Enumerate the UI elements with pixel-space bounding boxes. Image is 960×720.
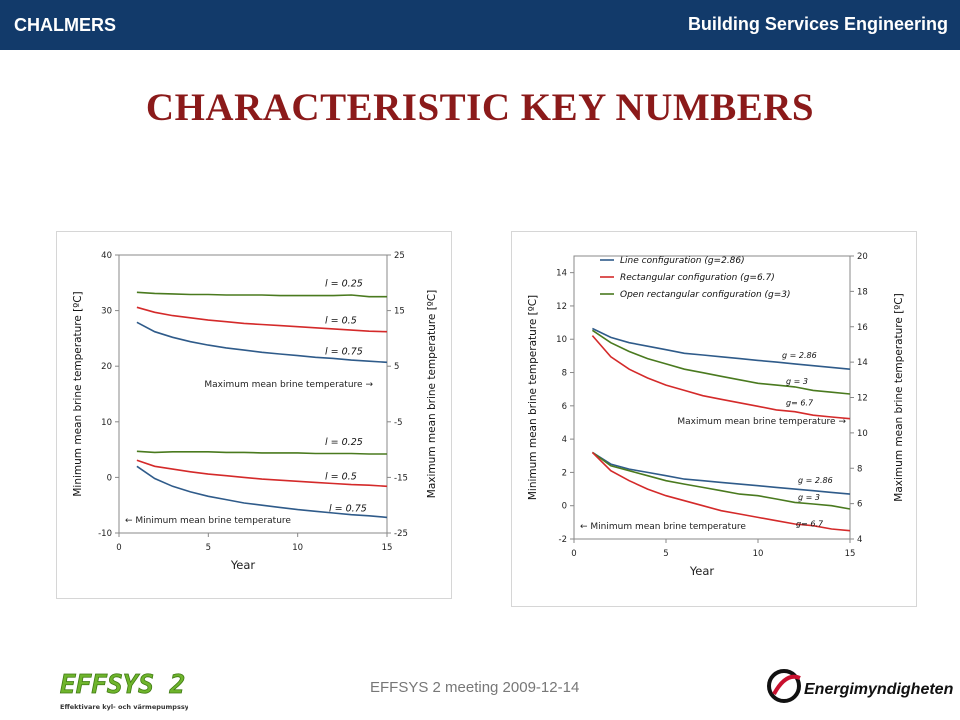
y-left-axis-label: Minimum mean brine temperature [ºC] bbox=[72, 291, 84, 496]
chart-configurations: -2 0 2 4 6 8 10 12 14 4 6 8 10 12 14 16 18 20 0 5 10 15 Year Mi… bbox=[511, 231, 917, 607]
x-tick-label: 10 bbox=[753, 549, 764, 559]
y-left-tick-label: 0 bbox=[107, 473, 112, 483]
plot-area bbox=[118, 254, 388, 534]
series-label: g = 3 bbox=[798, 493, 820, 502]
effsys-logo-subtitle: Effektivare kyl- och värmepumpssystem bbox=[60, 703, 188, 711]
x-tick-label: 5 bbox=[206, 543, 211, 553]
series-label: l = 0.25 bbox=[325, 437, 363, 448]
y-left-tick-label: 30 bbox=[101, 307, 112, 317]
series-label: l = 0.5 bbox=[325, 471, 357, 482]
y-right-tick-label: 5 bbox=[394, 362, 399, 372]
legend-entry: Open rectangular configuration (g=3) bbox=[620, 290, 791, 300]
series-label: g= 6.7 bbox=[796, 520, 824, 529]
y-right-tick-label: -15 bbox=[394, 473, 408, 483]
chart-1-svg: -10 0 10 20 30 40 -25 -15 -5 5 15 25 0 5 10 15 Year Minim… bbox=[72, 251, 438, 572]
series-line bbox=[136, 465, 388, 519]
y-left-tick-label: 10 bbox=[556, 335, 567, 345]
y-right-tick-label: 8 bbox=[857, 464, 862, 474]
x-tick-label: 10 bbox=[292, 543, 303, 553]
y-left-tick-label: 10 bbox=[101, 418, 112, 428]
effsys-logo: EFFSYS 2 Effektivare kyl- och värmepumps… bbox=[58, 665, 208, 715]
header-bar: CHALMERS Building Services Engineering bbox=[0, 0, 960, 50]
series-label: l = 0.75 bbox=[325, 346, 363, 357]
series-line bbox=[591, 451, 851, 532]
y-left-tick-label: 4 bbox=[562, 435, 567, 445]
x-axis-label: Year bbox=[689, 564, 715, 578]
y-right-tick-label: -25 bbox=[394, 529, 408, 539]
series-label: g = 2.86 bbox=[798, 476, 833, 485]
series-line bbox=[136, 450, 387, 455]
annotation-max: Maximum mean brine temperature → bbox=[204, 380, 373, 390]
series-line bbox=[136, 291, 387, 298]
y-right-tick-label: 25 bbox=[394, 251, 405, 261]
y-right-tick-label: 18 bbox=[857, 287, 868, 297]
x-tick-label: 0 bbox=[116, 543, 121, 553]
energimyndigheten-logo-swoosh bbox=[772, 674, 801, 695]
y-left-tick-label: 40 bbox=[101, 251, 112, 261]
y-left-tick-label: 0 bbox=[562, 502, 567, 512]
x-tick-label: 15 bbox=[382, 543, 393, 553]
y-right-axis-label: Maximum mean brine temperature [ºC] bbox=[426, 290, 438, 498]
chart-single-borehole-lines: -10 0 10 20 30 40 -25 -15 -5 5 15 25 0 5 10 15 Year Minim… bbox=[56, 231, 452, 599]
legend-entry: Line configuration (g=2.86) bbox=[620, 256, 745, 266]
series-label: l = 0.5 bbox=[325, 316, 357, 327]
series-line bbox=[591, 329, 851, 395]
y-left-tick-label: 20 bbox=[101, 362, 112, 372]
x-axis-label: Year bbox=[230, 558, 256, 572]
series-line bbox=[591, 451, 851, 510]
series-line bbox=[136, 306, 388, 333]
y-right-tick-label: 4 bbox=[857, 535, 862, 545]
meeting-footer: EFFSYS 2 meeting 2009-12-14 bbox=[370, 679, 580, 696]
series-label: g= 6.7 bbox=[786, 399, 814, 408]
y-right-axis-label: Maximum mean brine temperature [ºC] bbox=[893, 293, 905, 501]
annotation-min: ← Minimum mean brine temperature bbox=[580, 522, 746, 532]
y-left-tick-label: 2 bbox=[562, 468, 567, 478]
y-right-tick-label: 14 bbox=[857, 358, 868, 368]
energimyndigheten-logo: Energimyndigheten bbox=[764, 664, 954, 714]
brand-name: CHALMERS bbox=[14, 15, 116, 35]
y-right-tick-label: 20 bbox=[857, 252, 868, 262]
series-label: g = 3 bbox=[786, 377, 808, 386]
y-right-tick-label: -5 bbox=[394, 418, 402, 428]
x-tick-label: 5 bbox=[663, 549, 668, 559]
y-left-tick-label: 12 bbox=[556, 302, 567, 312]
x-tick-label: 0 bbox=[571, 549, 576, 559]
series-line bbox=[591, 335, 851, 420]
y-right-tick-label: 10 bbox=[857, 429, 868, 439]
annotation-min: ← Minimum mean brine temperature bbox=[125, 516, 291, 526]
series-line bbox=[136, 321, 388, 364]
y-left-tick-label: 8 bbox=[562, 369, 567, 379]
x-tick-label: 15 bbox=[845, 549, 856, 559]
series-label: g = 2.86 bbox=[782, 351, 817, 360]
series-line bbox=[136, 459, 388, 488]
energimyndigheten-logo-mark bbox=[767, 669, 801, 703]
y-right-tick-label: 12 bbox=[857, 394, 868, 404]
y-left-tick-label: -10 bbox=[98, 529, 112, 539]
y-right-tick-label: 15 bbox=[394, 307, 405, 317]
y-left-tick-label: 6 bbox=[562, 402, 567, 412]
department-name: Building Services Engineering bbox=[687, 14, 948, 34]
effsys-logo-text: EFFSYS 2 bbox=[60, 670, 185, 700]
slide-title: CHARACTERISTIC KEY NUMBERS bbox=[145, 86, 815, 129]
series-line bbox=[591, 451, 851, 495]
series-label: l = 0.75 bbox=[329, 503, 367, 514]
annotation-max: Maximum mean brine temperature → bbox=[677, 417, 846, 427]
chart-2-svg: -2 0 2 4 6 8 10 12 14 4 6 8 10 12 14 16 18 20 0 5 10 15 Year Mi… bbox=[527, 252, 905, 578]
y-right-tick-label: 16 bbox=[857, 323, 868, 333]
y-left-tick-label: -2 bbox=[559, 535, 567, 545]
y-left-tick-label: 14 bbox=[556, 269, 567, 279]
y-left-axis-label: Minimum mean brine temperature [ºC] bbox=[527, 295, 539, 500]
y-right-tick-label: 6 bbox=[857, 500, 862, 510]
series-label: l = 0.25 bbox=[325, 279, 363, 290]
energimyndigheten-logo-text: Energimyndigheten bbox=[804, 681, 954, 698]
legend-entry: Rectangular configuration (g=6.7) bbox=[620, 273, 775, 283]
series-line bbox=[592, 327, 851, 370]
